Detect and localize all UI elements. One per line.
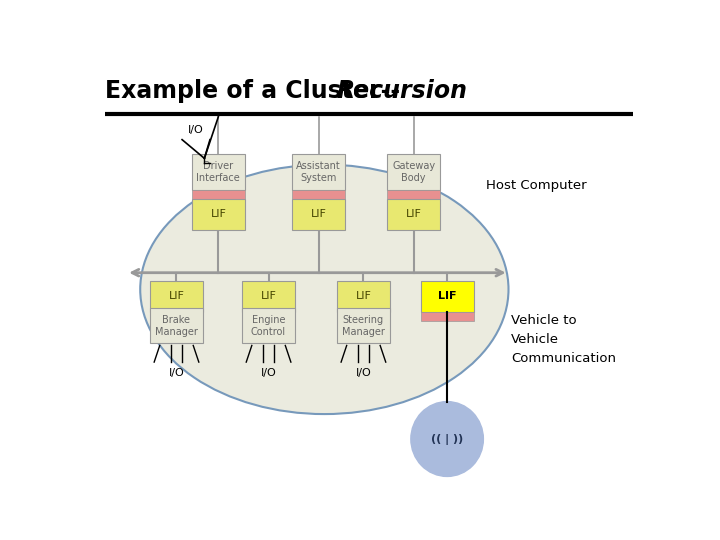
Text: Steering
Manager: Steering Manager [342,315,385,336]
Bar [192,199,245,230]
Bar [387,190,440,199]
Text: LIF: LIF [210,210,226,219]
Bar [292,199,346,230]
Text: I/O: I/O [261,368,276,379]
Text: Brake
Manager: Brake Manager [155,315,198,336]
Text: I/O: I/O [188,125,204,136]
Text: I/O: I/O [356,368,372,379]
Bar [387,199,440,230]
Text: LIF: LIF [261,292,276,301]
Bar [420,281,474,312]
Text: Example of a Cluster--: Example of a Cluster-- [105,79,400,103]
Bar [337,308,390,343]
Bar [150,308,203,343]
Bar [337,281,390,312]
Bar [387,154,440,190]
Bar [192,154,245,190]
Text: LIF: LIF [356,292,372,301]
Bar [242,281,295,312]
Bar [292,190,346,199]
Bar [337,312,390,321]
Text: Host Computer: Host Computer [486,179,587,192]
Text: Assistant
System: Assistant System [297,161,341,183]
Bar [292,154,346,190]
Text: Engine
Control: Engine Control [251,315,286,336]
Text: (( | )): (( | )) [431,434,463,444]
Bar [150,312,203,321]
Text: Recursion: Recursion [337,79,467,103]
Text: I/O: I/O [168,368,184,379]
Text: LIF: LIF [405,210,422,219]
Bar [192,190,245,199]
Text: LIF: LIF [311,210,327,219]
Text: Driver
Interface: Driver Interface [197,161,240,183]
Bar [242,312,295,321]
Text: LIF: LIF [438,292,456,301]
Bar [420,312,474,321]
Ellipse shape [411,402,483,476]
Bar [150,281,203,312]
Text: Vehicle to
Vehicle
Communication: Vehicle to Vehicle Communication [511,314,616,364]
Text: Gateway
Body: Gateway Body [392,161,435,183]
Text: LIF: LIF [168,292,184,301]
Ellipse shape [140,165,508,414]
Bar [242,308,295,343]
